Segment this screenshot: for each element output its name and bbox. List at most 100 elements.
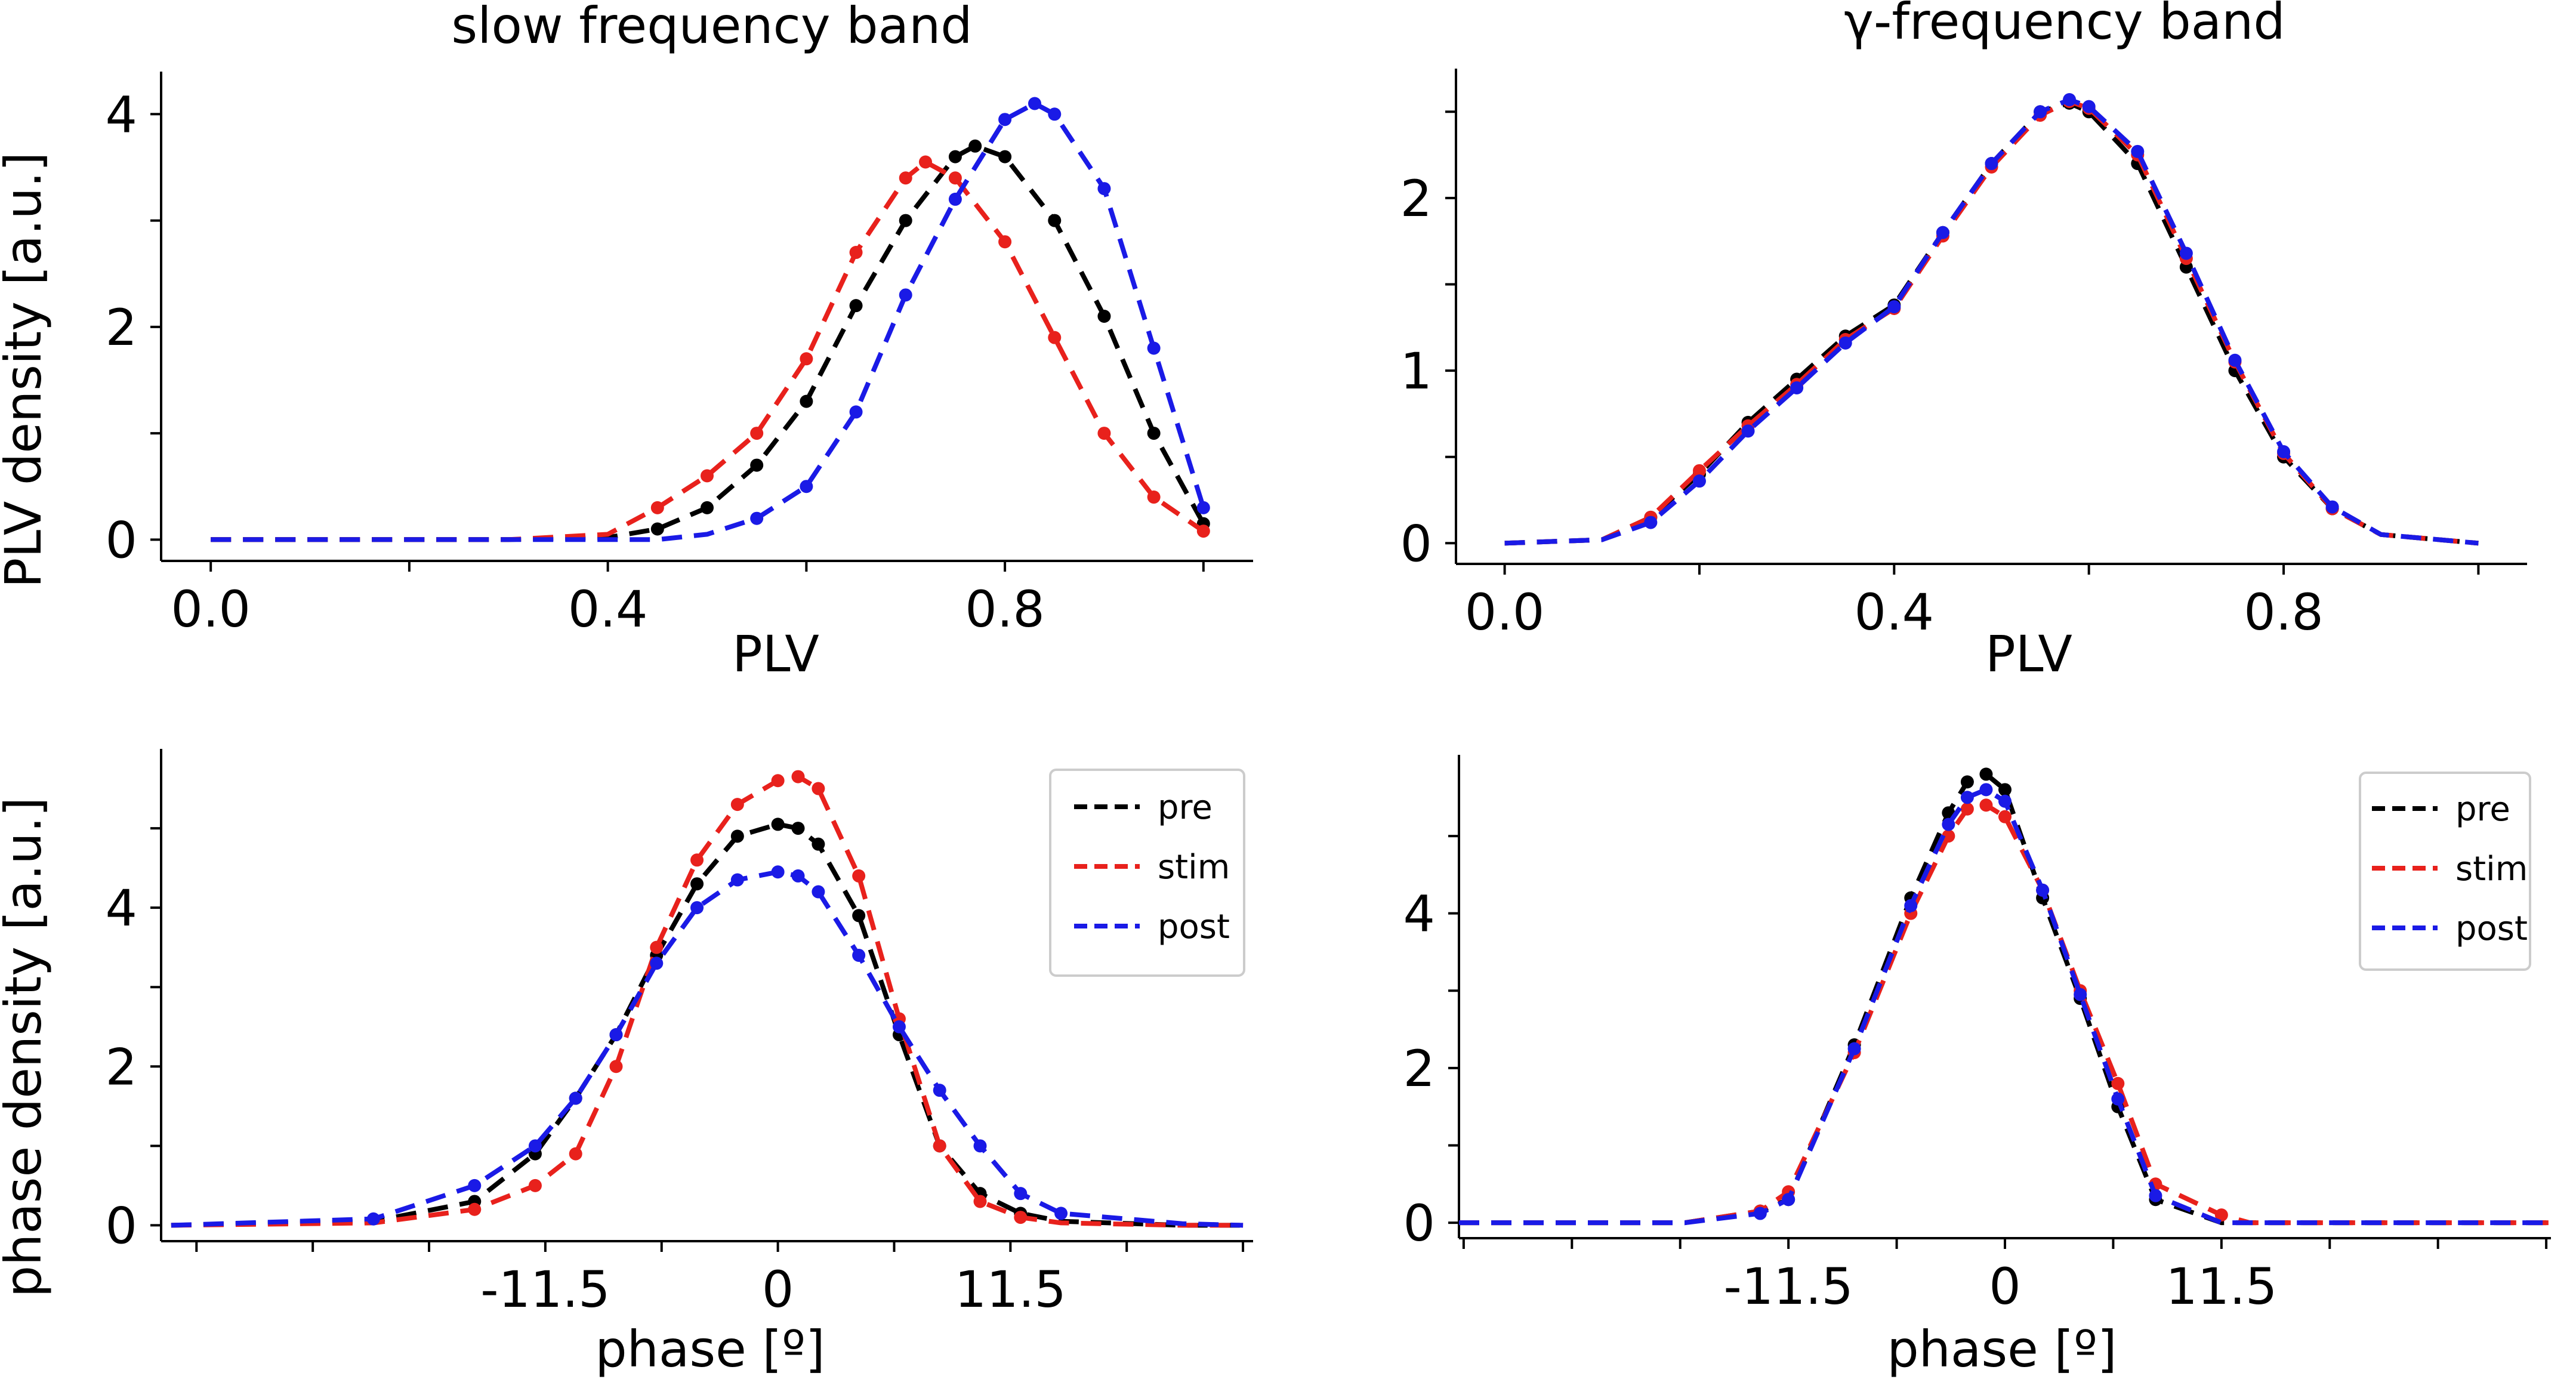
x-tick-label: 0.8 xyxy=(965,580,1045,638)
data-point-pre xyxy=(812,837,825,851)
data-point-post xyxy=(1692,474,1706,488)
series-line-stim xyxy=(211,159,1205,542)
data-point-stim xyxy=(973,1195,987,1208)
data-point-post xyxy=(2228,353,2242,367)
data-point-stim xyxy=(750,427,764,440)
data-point-post xyxy=(948,192,962,206)
x-tick-label: 11.5 xyxy=(955,1260,1066,1319)
data-point-stim xyxy=(1692,464,1706,477)
x-axis-label: PLV xyxy=(732,625,819,683)
data-point-post xyxy=(1782,1193,1796,1207)
data-point-stim xyxy=(948,171,962,185)
data-point-post xyxy=(892,1020,906,1034)
data-point-post xyxy=(1847,1042,1861,1056)
data-point-stim xyxy=(1196,525,1210,538)
y-tick-label: 1 xyxy=(1400,342,1432,400)
data-point-stim xyxy=(650,501,664,514)
y-tick-label: 0 xyxy=(1403,1194,1435,1252)
data-point-stim xyxy=(690,853,704,867)
x-axis-label: phase [º] xyxy=(595,1320,825,1378)
data-point-post xyxy=(1196,501,1210,514)
data-point-pre xyxy=(948,150,962,163)
data-point-stim xyxy=(852,869,866,883)
data-point-post xyxy=(1942,817,1955,831)
data-point-post xyxy=(366,1212,380,1226)
data-point-post xyxy=(1838,336,1852,350)
data-point-post xyxy=(690,901,704,915)
legend-label-stim: stim xyxy=(1158,848,1230,887)
legend-label-post: post xyxy=(2455,909,2528,948)
y-tick-label: 2 xyxy=(106,1038,137,1096)
axes: -11.5 0 11.5 0 2 4 xyxy=(1403,755,2551,1316)
series-line-post xyxy=(1504,97,2479,546)
data-point-stim xyxy=(609,1060,623,1073)
data-point-pre xyxy=(650,522,664,536)
y-axis-label: PLV density [a.u.] xyxy=(0,152,53,588)
data-point-stim xyxy=(730,798,744,812)
y-tick-label: 4 xyxy=(106,879,137,937)
data-point-pre xyxy=(998,150,1012,163)
y-tick-label: 2 xyxy=(106,298,137,357)
x-tick-label: -11.5 xyxy=(480,1260,610,1319)
data-point-pre xyxy=(1998,783,2012,797)
data-point-pre xyxy=(1147,427,1161,440)
data-point-post xyxy=(812,885,825,899)
data-point-post xyxy=(1014,1187,1028,1201)
data-point-post xyxy=(1054,1207,1068,1220)
data-point-post xyxy=(791,869,805,883)
data-point-post xyxy=(2036,883,2050,897)
data-point-post xyxy=(1147,341,1161,355)
y-tick-label: 4 xyxy=(1403,885,1435,943)
data-point-stim xyxy=(701,469,714,483)
data-point-stim xyxy=(1048,331,1062,344)
data-point-post xyxy=(609,1028,623,1042)
y-tick-label: 0 xyxy=(106,511,137,569)
legend-label-pre: pre xyxy=(2455,790,2510,829)
data-point-post xyxy=(2063,93,2077,107)
data-point-post xyxy=(650,957,664,970)
data-point-post xyxy=(2034,105,2047,119)
panel-gamma-plv: γ-frequency band PLV 0.0 0.4 0.8 0 1 2 xyxy=(1400,0,2527,683)
data-point-post xyxy=(1028,97,1041,110)
data-point-stim xyxy=(998,235,1012,249)
data-point-post xyxy=(1753,1207,1767,1220)
axes: -11.5 0 11.5 0 2 4 xyxy=(106,749,1253,1319)
panel-slow-plv: slow frequency band PLV PLV density [a.u… xyxy=(0,0,1253,683)
panel-gamma-phase: phase [º] -11.5 0 11.5 0 2 4 pre stim post xyxy=(1403,755,2551,1378)
y-tick-label: 0 xyxy=(1400,514,1432,573)
legend-frame xyxy=(2359,772,2531,971)
data-point-stim xyxy=(2214,1208,2228,1222)
data-point-stim xyxy=(800,352,813,366)
data-point-stim xyxy=(933,1139,946,1153)
y-tick-label: 4 xyxy=(106,85,137,144)
data-point-pre xyxy=(690,877,704,891)
data-point-post xyxy=(1887,300,1901,314)
data-point-stim xyxy=(569,1147,582,1161)
data-point-pre xyxy=(1097,310,1111,323)
legend: pre stim post xyxy=(1049,769,1245,977)
data-point-stim xyxy=(1998,810,2012,823)
panel-title: slow frequency band xyxy=(451,0,972,55)
series-line-post xyxy=(211,101,1206,542)
data-point-post xyxy=(2131,144,2145,158)
x-tick-label: 0.4 xyxy=(568,580,648,638)
x-tick-label: 0.0 xyxy=(1465,583,1545,641)
data-point-post xyxy=(1741,424,1755,438)
y-axis-label: phase density [a.u.] xyxy=(0,797,53,1298)
axes: 0.0 0.4 0.8 0 1 2 xyxy=(1400,69,2527,641)
data-point-stim xyxy=(771,774,785,788)
data-point-post xyxy=(2277,445,2291,459)
x-axis-label: PLV xyxy=(1985,625,2072,683)
data-point-post xyxy=(730,873,744,887)
data-point-pre xyxy=(800,394,813,408)
data-point-pre xyxy=(1979,767,1993,781)
data-point-pre xyxy=(1960,775,1974,789)
data-point-stim xyxy=(2111,1076,2125,1090)
x-tick-label: 11.5 xyxy=(2165,1257,2277,1316)
data-point-stim xyxy=(650,940,664,954)
data-point-post xyxy=(1097,182,1111,196)
data-point-post xyxy=(2082,100,2096,113)
data-point-post xyxy=(468,1179,482,1192)
y-tick-label: 2 xyxy=(1400,169,1432,228)
